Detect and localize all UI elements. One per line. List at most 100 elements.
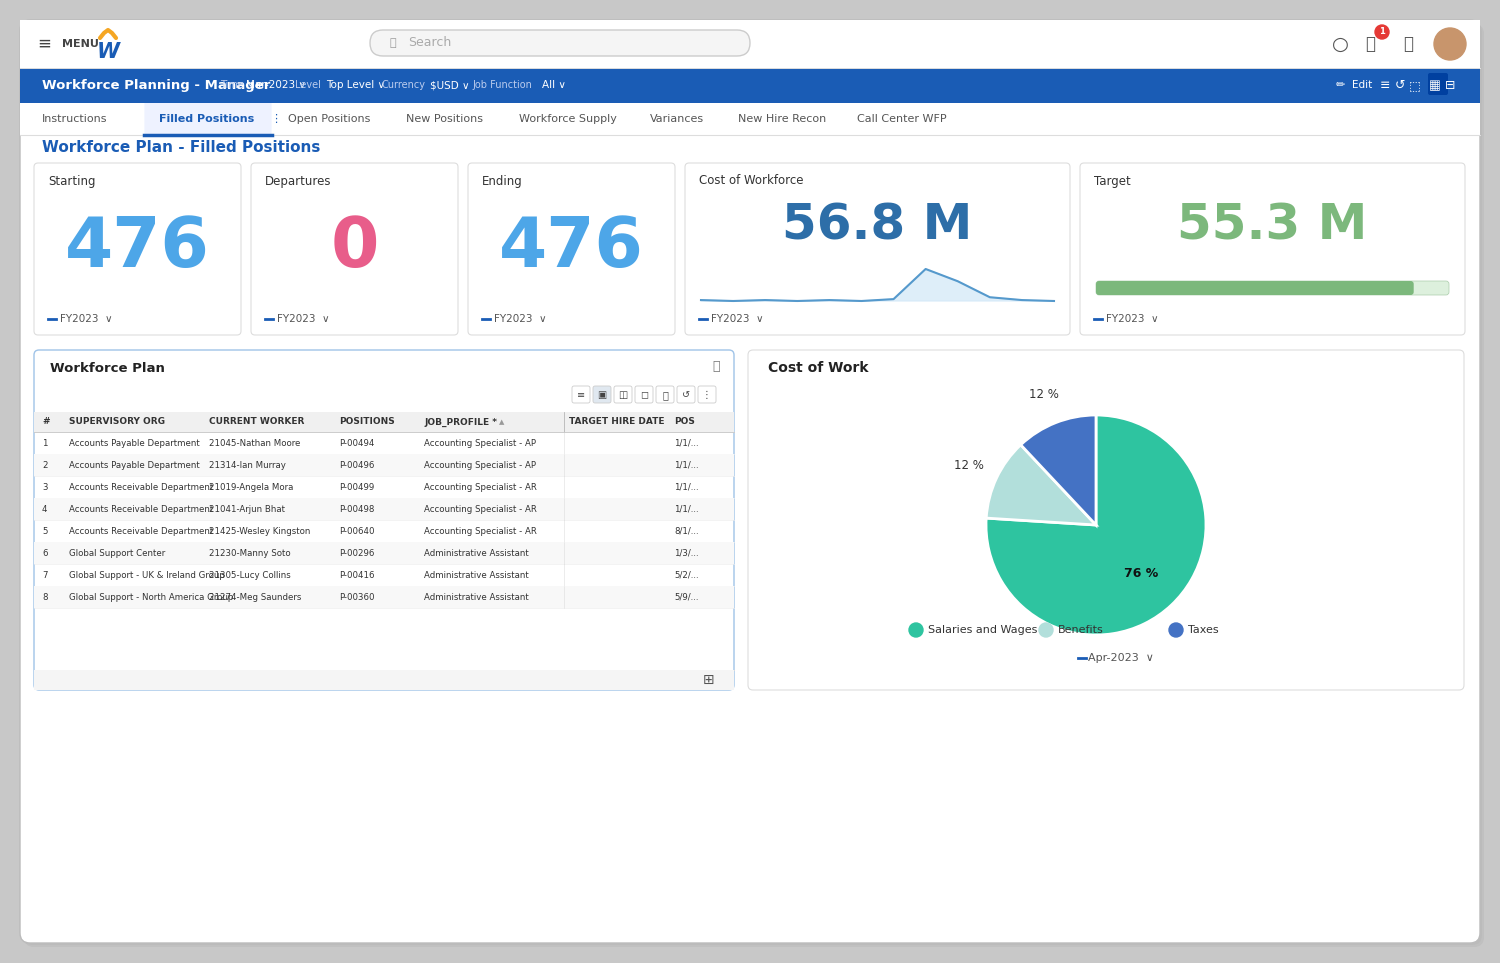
FancyBboxPatch shape: [34, 670, 734, 690]
Text: 5/2/...: 5/2/...: [674, 570, 699, 580]
Text: Cost of Workforce: Cost of Workforce: [699, 174, 804, 188]
FancyBboxPatch shape: [1096, 281, 1449, 295]
Text: 5: 5: [42, 527, 48, 535]
Text: ◻: ◻: [640, 390, 648, 400]
Text: CURRENT WORKER: CURRENT WORKER: [209, 418, 304, 427]
Text: 6: 6: [42, 549, 48, 558]
Text: W: W: [96, 42, 120, 62]
Text: New Hire Recon: New Hire Recon: [738, 114, 827, 124]
Text: Workforce Plan: Workforce Plan: [50, 361, 165, 375]
Text: 76 %: 76 %: [1124, 566, 1158, 580]
FancyBboxPatch shape: [748, 350, 1464, 690]
FancyBboxPatch shape: [1080, 163, 1466, 335]
Text: Level: Level: [296, 81, 321, 91]
Text: 5/9/...: 5/9/...: [674, 592, 699, 602]
Text: Accounts Payable Department: Accounts Payable Department: [69, 438, 200, 448]
Text: 21045-Nathan Moore: 21045-Nathan Moore: [209, 438, 300, 448]
Text: ○: ○: [1332, 35, 1348, 54]
Text: 0: 0: [330, 215, 378, 281]
FancyBboxPatch shape: [20, 20, 1480, 68]
Circle shape: [1168, 623, 1184, 637]
Text: Cost of Work: Cost of Work: [768, 361, 868, 375]
Text: ▣: ▣: [597, 390, 606, 400]
Circle shape: [1434, 28, 1466, 60]
Text: ↺: ↺: [1395, 79, 1406, 92]
FancyBboxPatch shape: [34, 412, 734, 432]
FancyBboxPatch shape: [34, 586, 734, 608]
FancyBboxPatch shape: [144, 103, 272, 135]
FancyBboxPatch shape: [1428, 73, 1448, 95]
Wedge shape: [1020, 415, 1096, 525]
Text: Global Support - North America Group: Global Support - North America Group: [69, 592, 234, 602]
Text: Edit: Edit: [1352, 81, 1372, 91]
Text: ≡: ≡: [578, 390, 585, 400]
Text: Administrative Assistant: Administrative Assistant: [424, 549, 528, 558]
FancyBboxPatch shape: [34, 542, 734, 564]
Text: Administrative Assistant: Administrative Assistant: [424, 570, 528, 580]
FancyBboxPatch shape: [24, 24, 1484, 947]
Text: MENU: MENU: [62, 39, 99, 49]
FancyBboxPatch shape: [698, 386, 715, 403]
Text: 1/1/...: 1/1/...: [674, 505, 699, 513]
Text: JOB_PROFILE *: JOB_PROFILE *: [424, 417, 496, 427]
Text: 21019-Angela Mora: 21019-Angela Mora: [209, 482, 294, 491]
Text: 12 %: 12 %: [954, 458, 984, 472]
Text: Apr-2023  ∨: Apr-2023 ∨: [1088, 653, 1154, 663]
Text: Workforce Planning - Manager: Workforce Planning - Manager: [42, 79, 270, 92]
Wedge shape: [986, 445, 1096, 525]
Text: Administrative Assistant: Administrative Assistant: [424, 592, 528, 602]
Text: Mar-2023 ∨: Mar-2023 ∨: [246, 81, 306, 91]
Text: 476: 476: [500, 215, 644, 281]
Text: 1/1/...: 1/1/...: [674, 482, 699, 491]
Text: ⋮: ⋮: [270, 114, 280, 124]
Text: Target: Target: [1094, 174, 1131, 188]
Text: 1/3/...: 1/3/...: [674, 549, 699, 558]
Text: 8: 8: [42, 592, 48, 602]
Text: Global Support Center: Global Support Center: [69, 549, 165, 558]
Text: ↺: ↺: [682, 390, 690, 400]
Text: 7: 7: [42, 570, 48, 580]
Text: TARGET HIRE DATE: TARGET HIRE DATE: [568, 418, 664, 427]
Text: 1: 1: [42, 438, 48, 448]
Text: ⤢: ⤢: [712, 359, 720, 373]
Text: Taxes: Taxes: [1188, 625, 1218, 635]
Text: POSITIONS: POSITIONS: [339, 418, 394, 427]
Text: P-00640: P-00640: [339, 527, 375, 535]
Circle shape: [1376, 25, 1389, 39]
Text: Currency: Currency: [382, 81, 426, 91]
FancyBboxPatch shape: [20, 103, 1480, 135]
Text: Variances: Variances: [650, 114, 705, 124]
Text: 🔍: 🔍: [390, 38, 396, 48]
Text: ▦: ▦: [1430, 79, 1442, 92]
Text: 12 %: 12 %: [1029, 387, 1059, 401]
Text: $USD ∨: $USD ∨: [430, 81, 470, 91]
Text: FY2023  ∨: FY2023 ∨: [711, 314, 764, 324]
FancyBboxPatch shape: [656, 386, 674, 403]
Text: Instructions: Instructions: [42, 114, 108, 124]
Text: P-00296: P-00296: [339, 549, 375, 558]
Text: 21274-Meg Saunders: 21274-Meg Saunders: [209, 592, 302, 602]
Text: ≡: ≡: [38, 35, 51, 53]
FancyBboxPatch shape: [34, 454, 734, 476]
Wedge shape: [986, 415, 1206, 635]
FancyBboxPatch shape: [686, 163, 1070, 335]
Text: Benefits: Benefits: [1058, 625, 1104, 635]
FancyBboxPatch shape: [251, 163, 458, 335]
Text: Workforce Supply: Workforce Supply: [519, 114, 616, 124]
FancyBboxPatch shape: [1096, 281, 1413, 295]
FancyBboxPatch shape: [572, 386, 590, 403]
Text: FY2023  ∨: FY2023 ∨: [1106, 314, 1158, 324]
Text: Top Level ∨: Top Level ∨: [327, 81, 386, 91]
FancyBboxPatch shape: [20, 68, 1480, 103]
Text: ⊟: ⊟: [1444, 79, 1455, 92]
Text: 3: 3: [42, 482, 48, 491]
Text: POS: POS: [674, 418, 694, 427]
FancyBboxPatch shape: [20, 20, 1480, 943]
Text: Accounts Receivable Department: Accounts Receivable Department: [69, 482, 213, 491]
Text: 21230-Manny Soto: 21230-Manny Soto: [209, 549, 291, 558]
Text: 🖥: 🖥: [1402, 35, 1413, 53]
FancyBboxPatch shape: [468, 163, 675, 335]
Text: ⋮: ⋮: [702, 390, 712, 400]
Text: Accounting Specialist - AR: Accounting Specialist - AR: [424, 482, 537, 491]
Text: P-00499: P-00499: [339, 482, 375, 491]
